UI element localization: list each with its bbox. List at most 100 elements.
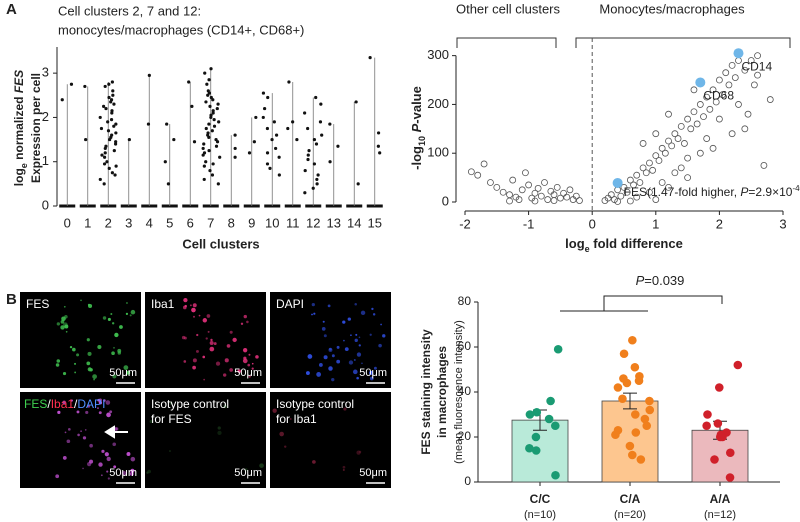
point (146, 122, 151, 126)
point (274, 146, 278, 151)
point (525, 181, 532, 189)
annotation-part: =0.039 (644, 273, 684, 288)
point (105, 160, 109, 164)
cell (347, 317, 351, 321)
x-tick-label: 13 (327, 215, 341, 230)
point (531, 189, 539, 197)
y-label-part: -log (409, 146, 424, 170)
cell (86, 361, 91, 366)
cell (350, 334, 352, 336)
x-axis-label: Cell clusters (182, 236, 259, 251)
point (639, 140, 647, 147)
x-tick-label: C/C (530, 492, 551, 506)
point (114, 164, 118, 168)
cell (192, 365, 196, 370)
point (633, 171, 641, 179)
cell (358, 450, 362, 454)
tile-label: Isotype control (151, 397, 229, 411)
point (710, 455, 719, 464)
cell (354, 302, 357, 306)
cell (80, 299, 82, 302)
point (617, 192, 625, 200)
point (263, 106, 267, 111)
y-axis-label: in macrophages (435, 346, 449, 438)
tile-label: for Iba1 (276, 412, 317, 426)
point (215, 106, 219, 111)
point (307, 149, 311, 153)
tile-bg (145, 292, 266, 388)
point (709, 144, 717, 152)
x-tick-label: -1 (523, 216, 535, 231)
y-tick-label: 0 (464, 474, 471, 488)
cell (210, 338, 213, 342)
cell (169, 401, 173, 405)
cell (203, 378, 206, 381)
cell (360, 310, 366, 316)
cell (121, 470, 127, 476)
cell (64, 324, 69, 329)
point (211, 109, 215, 113)
x-sublabel: (n=10) (524, 509, 556, 521)
cell (195, 349, 199, 353)
point (661, 149, 669, 157)
point (625, 441, 635, 451)
point (112, 124, 116, 128)
cell (98, 398, 102, 402)
point (319, 102, 323, 106)
cell (361, 362, 363, 365)
cell (305, 371, 310, 375)
point (113, 173, 117, 177)
point (706, 105, 714, 113)
point (103, 155, 107, 159)
y-axis-label: (mean fluorescence intensity) (453, 320, 465, 464)
point (163, 160, 167, 164)
point (655, 157, 663, 164)
tile-label-part: / (74, 397, 78, 411)
point (626, 197, 634, 205)
point (487, 179, 494, 186)
scale-label: 50μm (234, 467, 262, 479)
point (233, 155, 237, 159)
cell (242, 348, 248, 353)
point (725, 473, 735, 482)
cell (57, 410, 61, 414)
x-tick-label: 4 (146, 215, 153, 230)
cell (89, 443, 93, 448)
point (684, 154, 691, 162)
point (709, 86, 717, 94)
point (563, 193, 571, 201)
note-part: =2.9×10 (748, 185, 792, 199)
x-tick-label: 2 (105, 215, 112, 230)
y-label-part: normalized (12, 93, 26, 163)
x-sublabel: (n=12) (704, 509, 736, 521)
cell (209, 346, 215, 352)
point (108, 137, 112, 142)
point (613, 383, 623, 392)
cell (182, 305, 187, 310)
x-label-part: fold difference (590, 236, 683, 251)
point (60, 98, 64, 102)
y-axis-label: FES staining intensity (419, 329, 433, 455)
cell (247, 363, 251, 367)
point (303, 168, 307, 173)
cell (105, 400, 111, 405)
y-axis-label: -log10 P-value (409, 86, 427, 170)
cell (76, 353, 80, 357)
panel-label: A (6, 1, 17, 18)
cell (342, 468, 345, 471)
bracket (575, 37, 791, 48)
bar (601, 400, 659, 483)
point (277, 155, 281, 159)
point (207, 149, 211, 153)
point (553, 344, 563, 354)
y-tick-label: 20 (458, 429, 472, 443)
tile-label: FES/Iba1/DAPI (24, 397, 105, 411)
point (467, 168, 475, 176)
cell (82, 436, 87, 440)
cell (358, 344, 361, 347)
point (506, 197, 513, 205)
cell (246, 320, 249, 324)
point (480, 160, 488, 168)
